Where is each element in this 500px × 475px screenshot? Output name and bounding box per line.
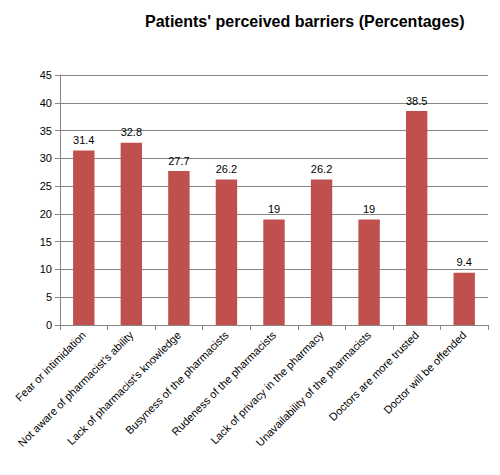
svg-text:Unavailability of the pharmaci: Unavailability of the pharmacists xyxy=(253,328,374,449)
svg-text:Rudeness of the pharmacists: Rudeness of the pharmacists xyxy=(169,328,279,438)
svg-text:40: 40 xyxy=(40,97,52,109)
svg-text:Lack of privacy in the pharmac: Lack of privacy in the pharmacy xyxy=(208,328,326,447)
svg-text:45: 45 xyxy=(40,69,52,81)
svg-text:Busyness of the pharmacists: Busyness of the pharmacists xyxy=(122,328,231,437)
svg-text:Lack of pharmacist's knowledge: Lack of pharmacist's knowledge xyxy=(64,328,184,448)
svg-text:Doctor will be offended: Doctor will be offended xyxy=(381,329,468,416)
svg-text:26.2: 26.2 xyxy=(216,163,237,175)
svg-text:9.4: 9.4 xyxy=(457,256,472,268)
svg-text:19: 19 xyxy=(268,203,280,215)
svg-text:Patients' perceived barriers (: Patients' perceived barriers (Percentage… xyxy=(145,13,465,30)
svg-text:27.7: 27.7 xyxy=(168,155,189,167)
svg-text:Not aware of pharmacist's abil: Not aware of pharmacist's ability xyxy=(15,328,136,449)
svg-text:19: 19 xyxy=(363,203,375,215)
svg-text:38.5: 38.5 xyxy=(406,95,427,107)
svg-text:15: 15 xyxy=(40,236,52,248)
svg-text:25: 25 xyxy=(40,180,52,192)
svg-text:26.2: 26.2 xyxy=(311,163,332,175)
svg-text:5: 5 xyxy=(46,291,52,303)
svg-text:20: 20 xyxy=(40,208,52,220)
svg-text:Fear or intimidation: Fear or intimidation xyxy=(13,328,88,404)
svg-text:10: 10 xyxy=(40,263,52,275)
svg-text:Doctors are more trusted: Doctors are more trusted xyxy=(327,329,421,423)
svg-text:31.4: 31.4 xyxy=(73,134,94,146)
svg-text:30: 30 xyxy=(40,152,52,164)
svg-text:32.8: 32.8 xyxy=(121,126,142,138)
svg-text:35: 35 xyxy=(40,125,52,137)
svg-text:0: 0 xyxy=(46,319,52,331)
